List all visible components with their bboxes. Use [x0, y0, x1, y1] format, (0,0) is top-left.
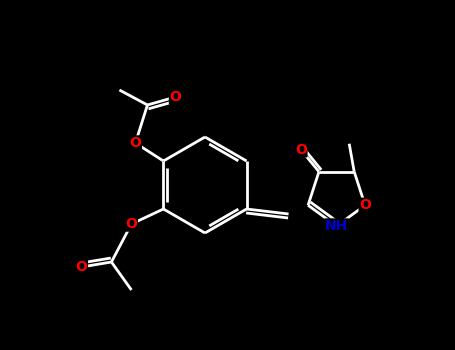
Text: O: O — [295, 143, 307, 157]
Text: O: O — [170, 90, 182, 104]
Text: O: O — [359, 198, 371, 212]
Text: O: O — [130, 136, 142, 150]
Text: O: O — [76, 260, 87, 274]
Text: O: O — [126, 217, 137, 231]
Text: NH: NH — [325, 219, 348, 233]
